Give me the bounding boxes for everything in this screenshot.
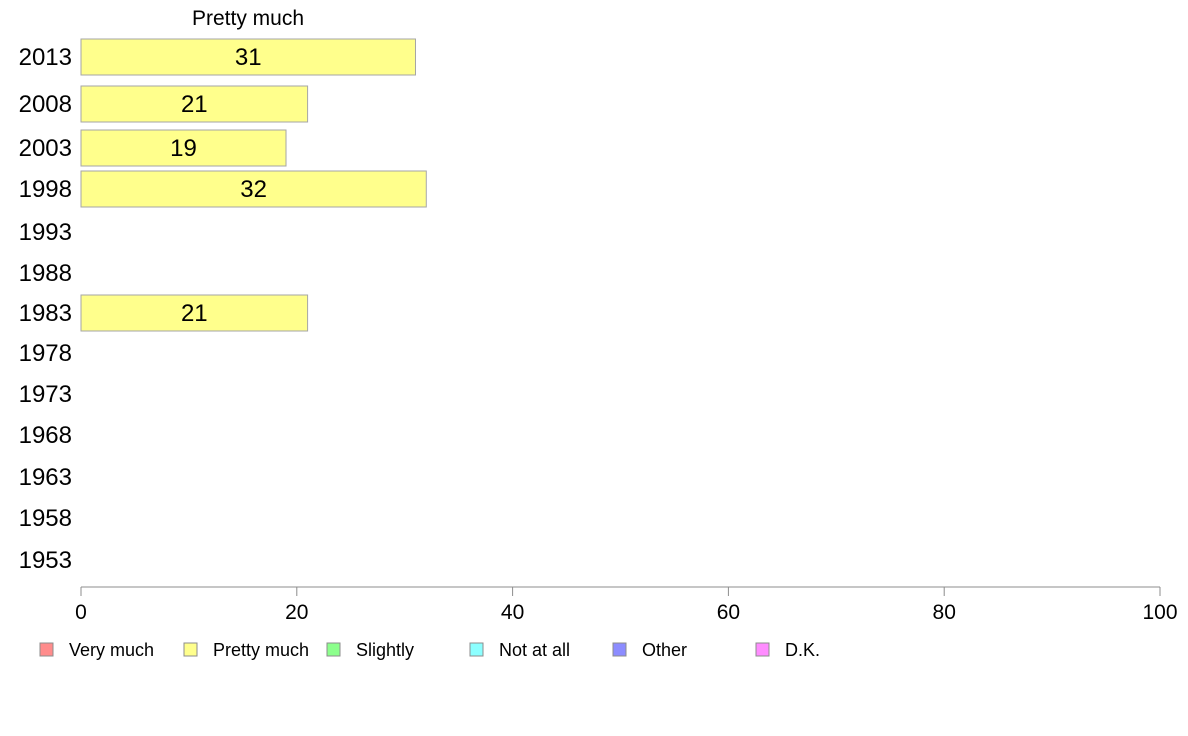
x-tick-label-80: 80 (933, 601, 956, 624)
legend-label-1: Pretty much (213, 640, 309, 660)
year-label-1963: 1963 (19, 464, 72, 491)
legend-swatch-4 (612, 642, 627, 657)
year-label-2013: 2013 (19, 44, 72, 71)
bar-2003 (80, 129, 287, 167)
legend-label-4: Other (642, 640, 687, 660)
bar-value-label-2008: 21 (181, 91, 208, 118)
year-label-1998: 1998 (19, 176, 72, 203)
x-tick-label-0: 0 (75, 601, 87, 624)
legend-label-0: Very much (69, 640, 154, 660)
bar-value-label-2013: 31 (235, 44, 262, 71)
bar-value-label-1998: 32 (240, 176, 267, 203)
chart-title: Pretty much (192, 7, 304, 30)
year-label-1953: 1953 (19, 547, 72, 574)
bar-2008 (80, 85, 309, 123)
x-tick-label-20: 20 (285, 601, 308, 624)
year-label-1983: 1983 (19, 300, 72, 327)
legend-label-2: Slightly (356, 640, 414, 660)
year-labels: 2013 2008 2003 1998 1993 1988 1983 1978 1973 1968… (19, 44, 72, 574)
bar-value-label-2003: 19 (170, 135, 197, 162)
bar-2013 (80, 38, 416, 76)
legend-label-3: Not at all (499, 640, 570, 660)
legend-label-5: D.K. (785, 640, 820, 660)
x-tick-label-60: 60 (717, 601, 740, 624)
legend-swatch-5 (755, 642, 770, 657)
legend-swatch-1 (183, 642, 198, 657)
bar-value-label-1983: 21 (181, 300, 208, 327)
x-tick-label-40: 40 (501, 601, 524, 624)
x-axis: 0 20 40 60 80 100 (75, 586, 1178, 624)
year-label-2003: 2003 (19, 135, 72, 162)
legend-swatch-2 (326, 642, 341, 657)
legend: Very much Pretty much Slightly Not at all Ot… (39, 640, 820, 660)
legend-swatch-3 (469, 642, 484, 657)
bar-1998 (80, 170, 427, 208)
legend-swatch-0 (39, 642, 54, 657)
bars: 31 21 19 32 21 (80, 38, 427, 332)
year-label-2008: 2008 (19, 91, 72, 118)
year-label-1978: 1978 (19, 340, 72, 367)
x-tick-label-100: 100 (1142, 601, 1177, 624)
bar-1983 (80, 294, 309, 332)
year-label-1988: 1988 (19, 260, 72, 287)
year-label-1958: 1958 (19, 505, 72, 532)
year-label-1968: 1968 (19, 422, 72, 449)
year-label-1993: 1993 (19, 219, 72, 246)
year-label-1973: 1973 (19, 381, 72, 408)
